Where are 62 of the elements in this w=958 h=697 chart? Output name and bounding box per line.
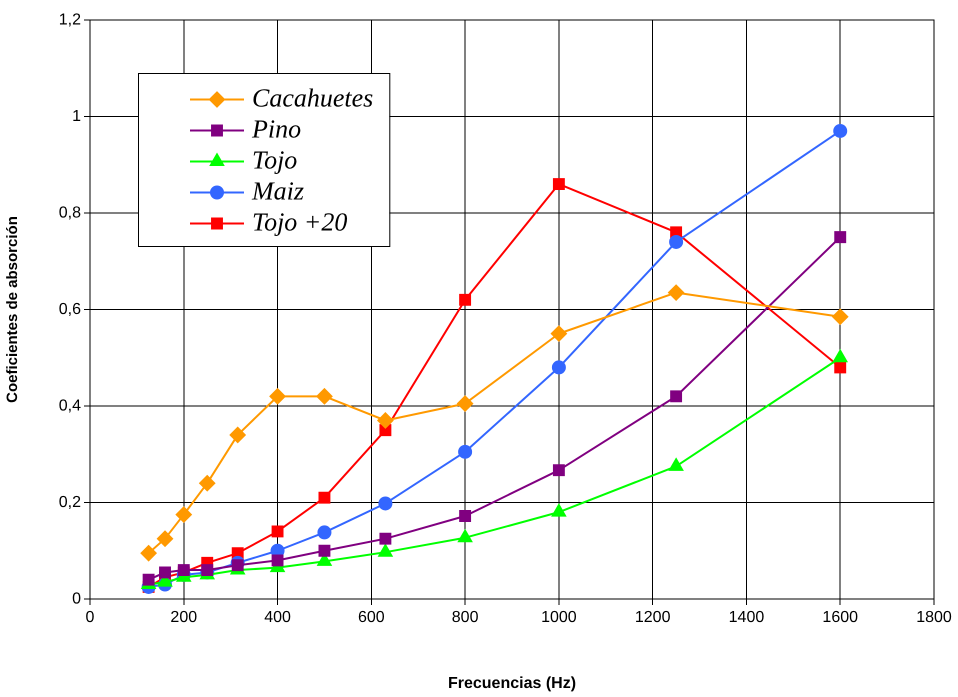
point xyxy=(552,504,566,517)
point xyxy=(668,284,684,301)
x-tick-label: 1200 xyxy=(634,609,671,626)
point xyxy=(670,390,682,402)
point xyxy=(178,564,190,576)
point xyxy=(316,388,332,404)
y-axis-title: Coeficientes de absorción xyxy=(4,216,22,403)
point xyxy=(318,492,330,504)
point xyxy=(669,234,684,249)
x-tick-label: 0 xyxy=(86,609,95,626)
x-tick-label: 200 xyxy=(170,609,198,626)
x-tick-label: 400 xyxy=(264,609,291,626)
point xyxy=(377,412,394,428)
y-tick-label: 1 xyxy=(72,108,82,125)
point xyxy=(458,444,472,459)
y-tick-label: 0,8 xyxy=(58,204,82,222)
point xyxy=(270,388,286,404)
point xyxy=(176,506,192,523)
x-axis-title: Frecuencias (Hz) xyxy=(448,674,576,692)
point xyxy=(230,426,246,443)
point xyxy=(832,308,848,325)
point xyxy=(834,361,846,374)
x-tick-label: 1800 xyxy=(916,609,952,626)
point xyxy=(458,530,472,542)
legend-label: Tojo +20 xyxy=(252,207,348,236)
x-tick-label: 800 xyxy=(452,609,479,626)
point xyxy=(140,545,157,562)
point xyxy=(379,532,392,545)
x-tick-label: 600 xyxy=(358,609,385,626)
point xyxy=(199,475,216,492)
y-tick-label: 0,2 xyxy=(58,494,82,511)
point xyxy=(142,574,155,586)
point xyxy=(459,510,472,522)
point xyxy=(272,554,284,566)
y-tick-label: 0,6 xyxy=(58,300,82,318)
point xyxy=(550,326,567,342)
point xyxy=(157,530,174,547)
point xyxy=(457,396,474,412)
point xyxy=(232,559,244,572)
y-tick-label: 0,4 xyxy=(58,397,82,414)
legend-label: Cacahuetes xyxy=(252,83,374,112)
y-tick-label: 1,2 xyxy=(58,11,82,28)
x-tick-label: 1400 xyxy=(728,609,764,626)
legend-label: Maiz xyxy=(251,176,304,206)
point xyxy=(459,294,472,306)
point xyxy=(833,124,848,138)
y-tick-label: 0 xyxy=(72,590,82,608)
x-tick-label: 1000 xyxy=(541,609,577,626)
point xyxy=(317,525,332,540)
x-tick-label: 1600 xyxy=(822,609,858,626)
legend-label: Pino xyxy=(251,114,302,144)
point xyxy=(552,178,565,190)
point xyxy=(378,544,392,557)
point xyxy=(378,496,392,510)
point xyxy=(552,464,565,476)
point xyxy=(159,566,171,578)
legend-label: Tojo xyxy=(252,145,298,174)
point xyxy=(272,526,284,538)
point xyxy=(318,544,330,557)
point xyxy=(552,360,566,374)
point xyxy=(834,231,846,244)
point xyxy=(201,564,214,576)
